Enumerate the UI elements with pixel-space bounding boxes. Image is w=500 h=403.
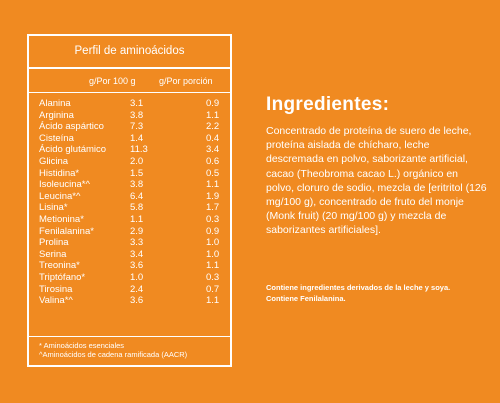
table-title: Perfil de aminoácidos [29, 36, 230, 69]
table-row: Triptófano* 1.0 0.3 [29, 272, 230, 284]
value-per-serving: 0.9 [206, 225, 220, 237]
table-row: Prolina 3.3 1.0 [29, 237, 230, 249]
value-per-serving: 1.9 [206, 190, 220, 202]
value-per-serving: 3.4 [206, 144, 220, 156]
value-per-100g: 3.4 [130, 248, 144, 260]
amino-acid-table: Perfil de aminoácidos g/Por 100 g g/Por … [27, 34, 232, 367]
amino-acid-name: Arginina [39, 109, 74, 121]
value-per-100g: 3.6 [130, 295, 144, 307]
value-per-serving: 0.5 [206, 167, 220, 179]
amino-acid-name: Alanina [39, 98, 71, 109]
amino-acid-name: Fenilalanina* [39, 225, 94, 237]
amino-acid-name: Histidina* [39, 167, 80, 179]
footer-divider [29, 336, 230, 337]
amino-acid-name: Treonina* [39, 260, 80, 272]
value-per-100g: 6.4 [130, 190, 144, 202]
value-per-100g: 3.8 [130, 109, 144, 121]
table-row: Ácido glutámico 11.3 3.4 [29, 144, 230, 156]
table-row: Valina*^ 3.6 1.1 [29, 295, 230, 307]
value-per-serving: 2.2 [206, 121, 220, 133]
value-per-serving: 0.4 [206, 132, 220, 144]
value-per-serving: 0.6 [206, 155, 220, 167]
value-per-100g: 3.8 [130, 179, 144, 191]
value-per-serving: 0.9 [206, 98, 220, 109]
value-per-serving: 1.1 [206, 260, 220, 272]
table-row: Fenilalanina* 2.9 0.9 [29, 226, 230, 238]
table-body: Alanina 3.1 0.9 Arginina 3.8 1.1 Ácido aspárti… [29, 98, 230, 307]
footnote-bcaa: ^Aminoácidos de cadena ramificada (AACR) [39, 350, 188, 359]
table-row: Histidina* 1.5 0.5 [29, 168, 230, 180]
value-per-serving: 1.1 [206, 109, 220, 121]
header-divider [29, 92, 230, 93]
table-row: Cisteína 1.4 0.4 [29, 133, 230, 145]
amino-acid-name: Ácido aspártico [39, 121, 104, 133]
value-per-100g: 2.0 [130, 155, 144, 167]
ingredients-text: Concentrado de proteína de suero de lech… [266, 125, 487, 237]
amino-acid-name: Triptófano* [39, 271, 86, 283]
table-row: Isoleucina*^ 3.8 1.1 [29, 179, 230, 191]
value-per-serving: 1.7 [206, 202, 220, 214]
amino-acid-name: Isoleucina*^ [39, 179, 90, 191]
value-per-100g: 2.9 [130, 225, 144, 237]
value-per-100g: 11.3 [130, 144, 148, 156]
table-row: Lisina* 5.8 1.7 [29, 202, 230, 214]
value-per-100g: 1.5 [130, 167, 144, 179]
amino-acid-name: Serina [39, 248, 67, 260]
value-per-100g: 5.8 [130, 202, 144, 214]
allergen-note: Contiene ingredientes derivados de la le… [266, 283, 451, 303]
amino-acid-name: Glicina [39, 155, 69, 167]
table-row: Tirosina 2.4 0.7 [29, 284, 230, 296]
value-per-100g: 3.6 [130, 260, 144, 272]
amino-acid-name: Lisina* [39, 202, 68, 214]
footnote-essential: * Aminoácidos esenciales [39, 341, 125, 350]
value-per-serving: 1.1 [206, 295, 220, 307]
amino-acid-name: Tirosina [39, 283, 73, 295]
table-row: Ácido aspártico 7.3 2.2 [29, 121, 230, 133]
amino-acid-name: Ácido glutámico [39, 144, 107, 156]
value-per-100g: 1.0 [130, 271, 144, 283]
amino-acid-name: Leucina*^ [39, 190, 81, 202]
value-per-100g: 1.4 [130, 132, 144, 144]
table-row: Glicina 2.0 0.6 [29, 156, 230, 168]
table-row: Leucina*^ 6.4 1.9 [29, 191, 230, 203]
value-per-serving: 1.0 [206, 237, 220, 249]
value-per-100g: 3.3 [130, 237, 144, 249]
value-per-serving: 1.0 [206, 248, 220, 260]
value-per-100g: 3.1 [130, 98, 144, 109]
value-per-100g: 1.1 [130, 213, 144, 225]
table-row: Metionina* 1.1 0.3 [29, 214, 230, 226]
column-header-per-serving: g/Por porción [159, 76, 213, 86]
table-row: Serina 3.4 1.0 [29, 249, 230, 261]
value-per-serving: 0.3 [206, 271, 220, 283]
value-per-serving: 1.1 [206, 179, 220, 191]
value-per-serving: 0.7 [206, 283, 220, 295]
value-per-serving: 0.3 [206, 213, 220, 225]
table-row: Arginina 3.8 1.1 [29, 110, 230, 122]
amino-acid-name: Valina*^ [39, 295, 73, 307]
table-row: Treonina* 3.6 1.1 [29, 260, 230, 272]
amino-acid-name: Prolina [39, 237, 69, 249]
amino-acid-name: Cisteína [39, 132, 74, 144]
ingredients-title: Ingredientes: [266, 94, 390, 115]
value-per-100g: 2.4 [130, 283, 144, 295]
amino-acid-name: Metionina* [39, 213, 84, 225]
value-per-100g: 7.3 [130, 121, 144, 133]
table-row: Alanina 3.1 0.9 [29, 98, 230, 110]
column-header-per-100g: g/Por 100 g [89, 76, 136, 86]
